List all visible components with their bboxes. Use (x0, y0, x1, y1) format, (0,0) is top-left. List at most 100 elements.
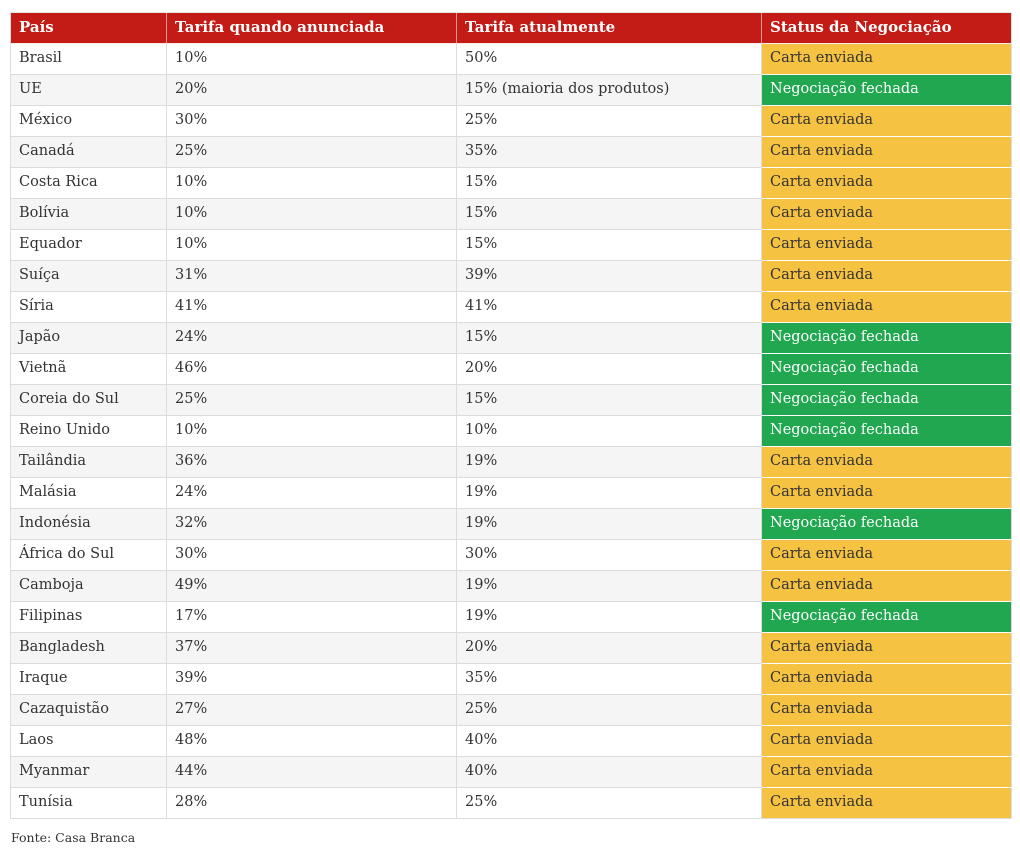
header-row: País Tarifa quando anunciada Tarifa atua… (11, 13, 1012, 44)
cell-country: Indonésia (11, 509, 167, 540)
cell-tariff-announced: 24% (167, 323, 457, 354)
cell-country: UE (11, 75, 167, 106)
cell-tariff-current: 15% (457, 199, 762, 230)
status-badge: Carta enviada (762, 447, 1012, 478)
cell-tariff-current: 25% (457, 106, 762, 137)
cell-tariff-current: 20% (457, 633, 762, 664)
table-row: Indonésia 32% 19% Negociação fechada (11, 509, 1012, 540)
table-row: Myanmar 44% 40% Carta enviada (11, 757, 1012, 788)
status-badge: Carta enviada (762, 571, 1012, 602)
cell-tariff-current: 19% (457, 571, 762, 602)
table-row: Coreia do Sul 25% 15% Negociação fechada (11, 385, 1012, 416)
cell-tariff-announced: 39% (167, 664, 457, 695)
cell-tariff-announced: 49% (167, 571, 457, 602)
cell-country: Brasil (11, 44, 167, 75)
cell-tariff-current: 19% (457, 509, 762, 540)
table-row: Bangladesh 37% 20% Carta enviada (11, 633, 1012, 664)
cell-country: Suíça (11, 261, 167, 292)
cell-tariff-announced: 48% (167, 726, 457, 757)
cell-country: Iraque (11, 664, 167, 695)
cell-country: Vietnã (11, 354, 167, 385)
table-row: Filipinas 17% 19% Negociação fechada (11, 602, 1012, 633)
cell-tariff-announced: 30% (167, 540, 457, 571)
cell-tariff-announced: 36% (167, 447, 457, 478)
tariff-table: País Tarifa quando anunciada Tarifa atua… (10, 12, 1012, 819)
status-badge: Negociação fechada (762, 75, 1012, 106)
table-header: País Tarifa quando anunciada Tarifa atua… (11, 13, 1012, 44)
status-badge: Carta enviada (762, 230, 1012, 261)
cell-tariff-current: 15% (457, 168, 762, 199)
cell-country: Laos (11, 726, 167, 757)
status-badge: Carta enviada (762, 695, 1012, 726)
cell-tariff-current: 35% (457, 664, 762, 695)
status-badge: Carta enviada (762, 137, 1012, 168)
cell-country: Canadá (11, 137, 167, 168)
status-badge: Carta enviada (762, 261, 1012, 292)
cell-country: África do Sul (11, 540, 167, 571)
cell-tariff-current: 15% (457, 230, 762, 261)
cell-country: Japão (11, 323, 167, 354)
cell-country: Cazaquistão (11, 695, 167, 726)
table-row: Malásia 24% 19% Carta enviada (11, 478, 1012, 509)
cell-tariff-announced: 44% (167, 757, 457, 788)
cell-tariff-announced: 10% (167, 199, 457, 230)
cell-tariff-announced: 17% (167, 602, 457, 633)
cell-tariff-announced: 25% (167, 385, 457, 416)
cell-tariff-announced: 28% (167, 788, 457, 819)
cell-tariff-current: 15% (457, 323, 762, 354)
cell-tariff-current: 19% (457, 447, 762, 478)
cell-country: México (11, 106, 167, 137)
table-row: Vietnã 46% 20% Negociação fechada (11, 354, 1012, 385)
cell-tariff-announced: 32% (167, 509, 457, 540)
cell-tariff-current: 20% (457, 354, 762, 385)
cell-country: Camboja (11, 571, 167, 602)
column-header-pais: País (11, 13, 167, 44)
table-row: África do Sul 30% 30% Carta enviada (11, 540, 1012, 571)
cell-tariff-current: 10% (457, 416, 762, 447)
table-row: Japão 24% 15% Negociação fechada (11, 323, 1012, 354)
status-badge: Carta enviada (762, 633, 1012, 664)
table-row: Iraque 39% 35% Carta enviada (11, 664, 1012, 695)
cell-tariff-current: 25% (457, 695, 762, 726)
cell-tariff-current: 40% (457, 757, 762, 788)
column-header-status: Status da Negociação (762, 13, 1012, 44)
cell-tariff-current: 40% (457, 726, 762, 757)
status-badge: Negociação fechada (762, 385, 1012, 416)
cell-tariff-current: 15% (457, 385, 762, 416)
cell-country: Malásia (11, 478, 167, 509)
status-badge: Carta enviada (762, 726, 1012, 757)
cell-tariff-current: 35% (457, 137, 762, 168)
cell-tariff-announced: 46% (167, 354, 457, 385)
status-badge: Carta enviada (762, 664, 1012, 695)
table-row: Bolívia 10% 15% Carta enviada (11, 199, 1012, 230)
status-badge: Carta enviada (762, 106, 1012, 137)
status-badge: Carta enviada (762, 540, 1012, 571)
cell-tariff-current: 30% (457, 540, 762, 571)
status-badge: Carta enviada (762, 168, 1012, 199)
cell-country: Bangladesh (11, 633, 167, 664)
table-row: Canadá 25% 35% Carta enviada (11, 137, 1012, 168)
status-badge: Negociação fechada (762, 602, 1012, 633)
table-body: Brasil 10% 50% Carta enviada UE 20% 15% (maior… (11, 44, 1012, 819)
cell-tariff-current: 19% (457, 602, 762, 633)
table-row: Brasil 10% 50% Carta enviada (11, 44, 1012, 75)
status-badge: Carta enviada (762, 788, 1012, 819)
table-row: Tunísia 28% 25% Carta enviada (11, 788, 1012, 819)
status-badge: Negociação fechada (762, 354, 1012, 385)
cell-tariff-announced: 25% (167, 137, 457, 168)
table-row: Laos 48% 40% Carta enviada (11, 726, 1012, 757)
status-badge: Negociação fechada (762, 323, 1012, 354)
table-row: UE 20% 15% (maioria dos produtos) Negociaçã… (11, 75, 1012, 106)
cell-tariff-current: 19% (457, 478, 762, 509)
cell-country: Síria (11, 292, 167, 323)
status-badge: Carta enviada (762, 292, 1012, 323)
cell-tariff-announced: 10% (167, 44, 457, 75)
cell-tariff-announced: 27% (167, 695, 457, 726)
cell-tariff-announced: 10% (167, 416, 457, 447)
cell-country: Reino Unido (11, 416, 167, 447)
cell-tariff-current: 50% (457, 44, 762, 75)
cell-country: Tailândia (11, 447, 167, 478)
cell-country: Coreia do Sul (11, 385, 167, 416)
table-row: Reino Unido 10% 10% Negociação fechada (11, 416, 1012, 447)
